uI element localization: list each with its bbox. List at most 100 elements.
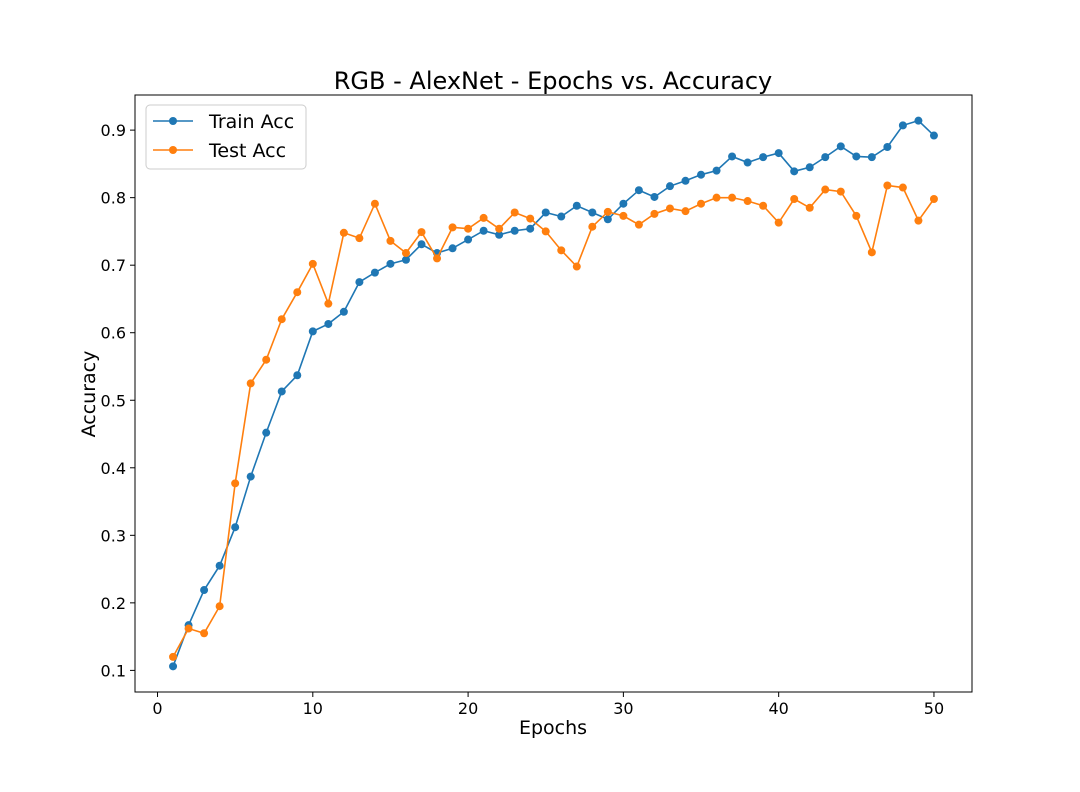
point-test-acc-epoch-4 bbox=[215, 602, 224, 611]
point-train-acc-epoch-20 bbox=[464, 235, 473, 244]
point-test-acc-epoch-27 bbox=[572, 262, 581, 271]
point-train-acc-epoch-39 bbox=[759, 153, 768, 162]
point-test-acc-epoch-24 bbox=[526, 214, 535, 223]
point-test-acc-epoch-14 bbox=[370, 199, 379, 208]
point-test-acc-epoch-46 bbox=[867, 248, 876, 257]
point-train-acc-epoch-47 bbox=[883, 143, 892, 152]
point-train-acc-epoch-12 bbox=[339, 307, 348, 316]
point-train-acc-epoch-36 bbox=[712, 166, 721, 175]
point-train-acc-epoch-16 bbox=[401, 255, 410, 264]
point-train-acc-epoch-50 bbox=[929, 131, 938, 140]
point-test-acc-epoch-20 bbox=[464, 224, 473, 233]
point-train-acc-epoch-1 bbox=[169, 662, 178, 671]
point-test-acc-epoch-33 bbox=[665, 204, 674, 213]
point-test-acc-epoch-10 bbox=[308, 259, 317, 268]
point-train-acc-epoch-11 bbox=[324, 319, 333, 328]
point-test-acc-epoch-22 bbox=[495, 224, 504, 233]
point-train-acc-epoch-7 bbox=[262, 428, 271, 437]
legend-marker-test bbox=[169, 146, 177, 154]
y-tick-label-0.6: 0.6 bbox=[101, 324, 126, 343]
point-test-acc-epoch-26 bbox=[557, 246, 566, 255]
y-tick-label-0.5: 0.5 bbox=[101, 391, 126, 410]
point-train-acc-epoch-8 bbox=[277, 387, 286, 396]
point-train-acc-epoch-17 bbox=[417, 240, 426, 249]
x-tick-label-10: 10 bbox=[303, 699, 323, 718]
point-train-acc-epoch-10 bbox=[308, 327, 317, 336]
point-train-acc-epoch-3 bbox=[200, 586, 209, 595]
legend-label-train: Train Acc bbox=[208, 111, 294, 133]
legend-label-test: Test Acc bbox=[208, 140, 286, 162]
point-test-acc-epoch-1 bbox=[169, 652, 178, 661]
point-train-acc-epoch-19 bbox=[448, 244, 457, 253]
point-test-acc-epoch-44 bbox=[836, 187, 845, 196]
x-tick-label-20: 20 bbox=[458, 699, 478, 718]
point-test-acc-epoch-50 bbox=[929, 195, 938, 204]
y-tick-label-0.4: 0.4 bbox=[101, 459, 126, 478]
point-test-acc-epoch-18 bbox=[433, 254, 442, 263]
point-test-acc-epoch-21 bbox=[479, 213, 488, 222]
point-test-acc-epoch-41 bbox=[790, 195, 799, 204]
point-train-acc-epoch-6 bbox=[246, 472, 255, 481]
x-tick-label-30: 30 bbox=[613, 699, 633, 718]
y-tick-label-0.1: 0.1 bbox=[101, 661, 126, 680]
point-test-acc-epoch-8 bbox=[277, 315, 286, 324]
y-tick-label-0.7: 0.7 bbox=[101, 256, 126, 275]
y-tick-label-0.8: 0.8 bbox=[101, 189, 126, 208]
point-train-acc-epoch-23 bbox=[510, 226, 519, 235]
point-train-acc-epoch-9 bbox=[293, 371, 302, 380]
point-test-acc-epoch-37 bbox=[728, 193, 737, 202]
point-test-acc-epoch-34 bbox=[681, 207, 690, 216]
point-train-acc-epoch-42 bbox=[805, 163, 814, 172]
point-test-acc-epoch-49 bbox=[914, 216, 923, 225]
point-train-acc-epoch-4 bbox=[215, 561, 224, 570]
point-train-acc-epoch-40 bbox=[774, 149, 783, 158]
point-test-acc-epoch-36 bbox=[712, 193, 721, 202]
point-train-acc-epoch-22 bbox=[495, 230, 504, 239]
point-test-acc-epoch-15 bbox=[386, 236, 395, 245]
point-train-acc-epoch-41 bbox=[790, 167, 799, 176]
point-test-acc-epoch-30 bbox=[619, 211, 628, 220]
point-test-acc-epoch-43 bbox=[821, 185, 830, 194]
chart-title: RGB - AlexNet - Epochs vs. Accuracy bbox=[334, 67, 773, 95]
point-train-acc-epoch-25 bbox=[541, 208, 550, 217]
point-train-acc-epoch-29 bbox=[603, 215, 612, 224]
y-axis-title: Accuracy bbox=[78, 351, 100, 438]
point-test-acc-epoch-16 bbox=[401, 249, 410, 258]
point-test-acc-epoch-39 bbox=[759, 201, 768, 210]
point-test-acc-epoch-19 bbox=[448, 223, 457, 232]
point-test-acc-epoch-13 bbox=[355, 234, 364, 243]
point-train-acc-epoch-49 bbox=[914, 116, 923, 125]
y-tick-label-0.9: 0.9 bbox=[101, 121, 126, 140]
point-train-acc-epoch-15 bbox=[386, 259, 395, 268]
point-test-acc-epoch-31 bbox=[634, 220, 643, 229]
point-test-acc-epoch-9 bbox=[293, 288, 302, 297]
point-test-acc-epoch-25 bbox=[541, 227, 550, 236]
point-test-acc-epoch-28 bbox=[588, 222, 597, 231]
x-tick-label-50: 50 bbox=[924, 699, 944, 718]
point-test-acc-epoch-40 bbox=[774, 218, 783, 227]
point-train-acc-epoch-5 bbox=[231, 523, 240, 532]
point-train-acc-epoch-46 bbox=[867, 153, 876, 162]
x-axis-title: Epochs bbox=[519, 717, 587, 739]
point-test-acc-epoch-6 bbox=[246, 379, 255, 388]
point-train-acc-epoch-24 bbox=[526, 224, 535, 233]
point-train-acc-epoch-28 bbox=[588, 208, 597, 217]
point-train-acc-epoch-14 bbox=[370, 268, 379, 277]
legend: Train Acc Test Acc bbox=[145, 104, 307, 170]
point-train-acc-epoch-27 bbox=[572, 201, 581, 210]
point-train-acc-epoch-35 bbox=[697, 170, 706, 179]
point-test-acc-epoch-7 bbox=[262, 355, 271, 364]
plot-area: 0 10 20 30 40 50 0.1 0.2 0.3 0.4 0.5 0.6 0.7 0.8 0.9 bbox=[101, 116, 944, 718]
point-train-acc-epoch-45 bbox=[852, 152, 861, 161]
point-test-acc-epoch-38 bbox=[743, 197, 752, 206]
x-tick-label-0: 0 bbox=[152, 699, 162, 718]
point-test-acc-epoch-29 bbox=[603, 207, 612, 216]
point-test-acc-epoch-45 bbox=[852, 211, 861, 220]
point-train-acc-epoch-26 bbox=[557, 212, 566, 221]
point-train-acc-epoch-43 bbox=[821, 153, 830, 162]
point-test-acc-epoch-17 bbox=[417, 228, 426, 237]
point-test-acc-epoch-35 bbox=[697, 199, 706, 208]
point-train-acc-epoch-31 bbox=[634, 186, 643, 195]
axes-frame bbox=[134, 94, 973, 693]
